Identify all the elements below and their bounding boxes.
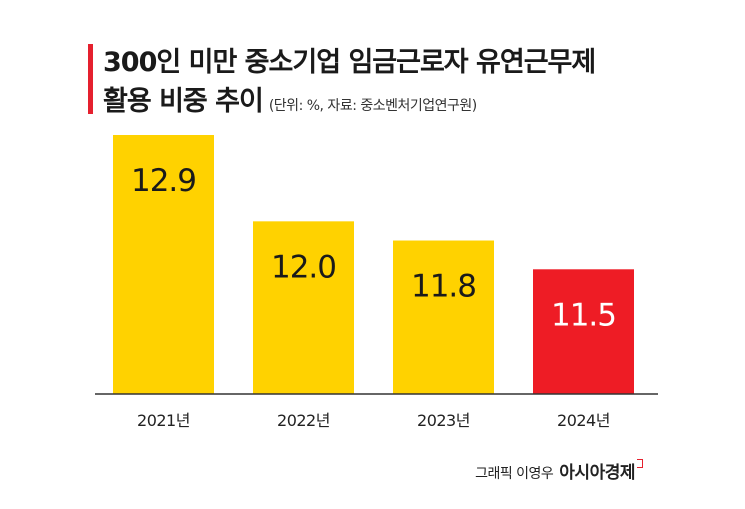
chart-title: 300인 미만 중소기업 임금근로자 유연근무제: [103, 47, 596, 78]
data-label-2022년: 12.0: [271, 249, 336, 285]
data-label-2024년: 11.5: [551, 297, 616, 333]
bar-2023년: [393, 240, 494, 394]
graphic-author: 그래픽 이영우: [475, 466, 554, 482]
x-tick-label-2023년: 2023년: [417, 411, 470, 430]
title-accent-bar: [88, 44, 93, 114]
brand-mark-icon: [637, 459, 643, 468]
bar-2024년: [533, 269, 634, 394]
x-tick-label-2024년: 2024년: [557, 411, 610, 430]
brand-logo-text: 아시아경제: [559, 463, 635, 483]
chart-title-line2: 활용 비중 추이 (단위: %, 자료: 중소벤처기업연구원): [103, 79, 477, 118]
x-tick-label-2021년: 2021년: [137, 411, 190, 430]
credit: 그래픽 이영우 아시아경제: [475, 458, 643, 483]
bar-2021년: [113, 135, 214, 394]
unit-source-note: (단위: %, 자료: 중소벤처기업연구원): [268, 98, 477, 114]
x-tick-label-2022년: 2022년: [277, 411, 330, 430]
bar-2022년: [253, 221, 354, 394]
data-label-2021년: 12.9: [131, 163, 196, 199]
data-label-2023년: 11.8: [411, 269, 476, 305]
chart-title-second-part: 활용 비중 추이: [103, 86, 264, 117]
